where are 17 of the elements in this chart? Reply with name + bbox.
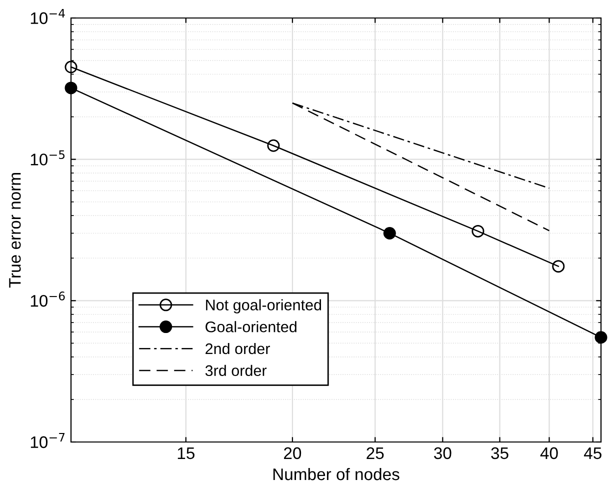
x-tick-label: 15 (178, 447, 194, 460)
x-tick-label: 30 (434, 447, 452, 460)
y-tick-label: 10$^{−5}$ (30, 150, 65, 166)
y-tick-label: 10$^{−7}$ (30, 433, 65, 448)
y-axis-title: True error norm (9, 173, 21, 288)
x-tick-label: 20 (284, 447, 302, 460)
legend-label: Goal-oriented (206, 321, 296, 332)
legend-label: Not goal-oriented (206, 299, 322, 314)
x-tick-label: 40 (540, 447, 558, 460)
x-tick-label: 45 (584, 447, 602, 460)
legend-label: 2nd order (206, 342, 270, 354)
y-tick-label: 10$^{−4}$ (30, 9, 65, 24)
legend-label: 3rd order (205, 364, 267, 376)
x-tick-label: 35 (491, 447, 508, 460)
y-tick-label: 10$^{−6}$ (30, 292, 65, 307)
x-axis-title: Number of nodes (273, 468, 400, 480)
x-tick-label: 25 (366, 447, 384, 460)
